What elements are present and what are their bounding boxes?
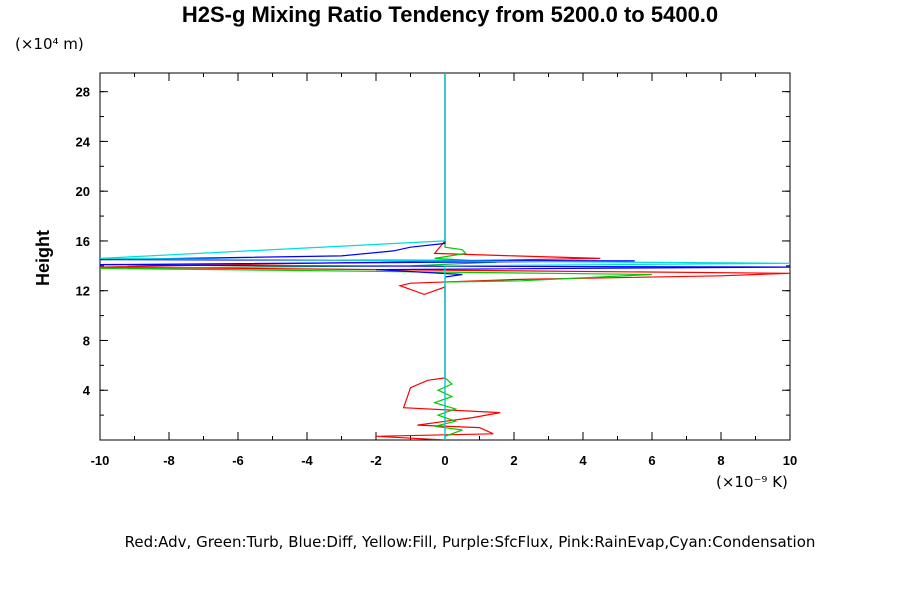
x-tick-label: -6 [232,453,244,468]
x-tick-label: -4 [301,453,313,468]
x-tick-label: 0 [441,453,448,468]
x-tick-label: -2 [370,453,382,468]
y-tick-label: 8 [83,333,90,348]
x-tick-label: 6 [648,453,655,468]
series-line-condensation [100,73,790,440]
series-line-diff [100,73,790,440]
x-tick-label: 4 [579,453,587,468]
x-tick-label: -8 [163,453,175,468]
y-tick-label: 16 [76,234,90,249]
y-tick-label: 12 [76,284,90,299]
chart-title: H2S-g Mixing Ratio Tendency from 5200.0 … [181,2,719,27]
x-tick-label: -10 [91,453,110,468]
y-axis-unit: (×10⁴ m) [15,35,84,53]
series-line-turb [100,73,653,440]
y-tick-label: 20 [76,184,90,199]
y-tick-label: 28 [76,85,90,100]
legend: Red:Adv, Green:Turb, Blue:Diff, Yellow:F… [124,533,816,551]
y-axis-title: Height [33,230,53,286]
x-tick-label: 8 [717,453,724,468]
y-tick-label: 24 [76,134,91,149]
x-axis-unit: (×10⁻⁹ K) [716,473,788,491]
y-tick-label: 4 [83,383,91,398]
x-tick-label: 2 [510,453,517,468]
x-tick-label: 10 [783,453,797,468]
